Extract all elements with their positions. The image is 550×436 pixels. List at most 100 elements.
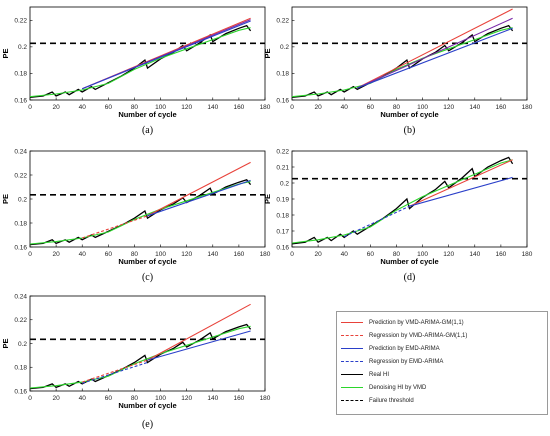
panel-1-y-tick-label: 0.22 xyxy=(14,18,27,25)
panel-4-x-tick-label: 40 xyxy=(341,251,349,258)
panel-2-series-emd_pred xyxy=(357,27,513,89)
panel-1-x-tick-label: 80 xyxy=(131,104,139,111)
panel-5-y-axis-label: PE xyxy=(1,338,10,348)
panel-4-series-emd_pred xyxy=(409,176,513,207)
panel-1-series-denoise xyxy=(29,27,251,98)
panel-1-panel-label: (a) xyxy=(142,125,153,136)
panel-1-x-axis-label: Number of cycle xyxy=(118,110,176,119)
panel-4-x-tick-label: 60 xyxy=(367,251,375,258)
legend-swatch-vmd-regression xyxy=(341,335,363,336)
legend-entry-emd-prediction: Prediction by EMD-ARIMA xyxy=(341,343,440,354)
panel-2-y-tick-label: 0.18 xyxy=(276,71,289,78)
panel-3-y-tick-label: 0.16 xyxy=(14,244,27,251)
panel-5-y-tick-label: 0.22 xyxy=(14,317,27,324)
panel-2-x-tick-label: 40 xyxy=(341,104,349,111)
panel-3-x-tick-label: 20 xyxy=(52,251,60,258)
panel-1-x-tick-label: 180 xyxy=(260,104,271,111)
panel-1-y-axis-label: PE xyxy=(1,48,10,58)
panel-2-panel-label: (b) xyxy=(404,125,416,136)
panel-2-x-tick-label: 180 xyxy=(522,104,533,111)
panel-3-series-vmd_pred xyxy=(147,161,251,217)
panel-5-series-emd_reg xyxy=(82,361,148,384)
panel-4-x-tick-label: 0 xyxy=(290,251,294,258)
panel-2-series-purple xyxy=(357,17,513,89)
legend-swatch-denoising-hi xyxy=(341,387,363,388)
legend-label-denoising-hi: Denoising HI by VMD xyxy=(369,384,427,391)
panel-5-x-tick-label: 60 xyxy=(105,395,113,402)
panel-4-y-tick-label: 0.19 xyxy=(276,196,289,203)
panel-2-x-tick-label: 120 xyxy=(443,104,454,111)
panel-4-x-tick-label: 20 xyxy=(314,251,322,258)
panel-3-series-vmd_reg xyxy=(82,215,148,239)
legend-swatch-real-hi xyxy=(341,374,363,375)
panel-3-y-axis-label: PE xyxy=(1,194,10,204)
panel-2-x-axis-label: Number of cycle xyxy=(380,110,438,119)
panel-5-panel-label: (e) xyxy=(142,419,153,430)
panel-4-series-vmd_pred xyxy=(409,159,513,207)
panel-4-y-tick-label: 0.18 xyxy=(276,212,289,219)
panel-2-y-tick-label: 0.22 xyxy=(276,18,289,25)
panel-1-x-tick-label: 40 xyxy=(79,104,87,111)
panel-5-x-tick-label: 120 xyxy=(181,395,192,402)
panel-2-x-tick-label: 60 xyxy=(367,104,375,111)
panel-3-x-tick-label: 80 xyxy=(131,251,139,258)
panel-3-y-tick-label: 0.24 xyxy=(14,148,27,155)
panel-1-x-tick-label: 160 xyxy=(233,104,244,111)
legend-label-real-hi: Real HI xyxy=(369,371,390,378)
panel-5-series-vmd_pred xyxy=(147,303,251,361)
panel-5-x-tick-label: 20 xyxy=(52,395,60,402)
panel-5-x-tick-label: 180 xyxy=(260,395,271,402)
panel-3-x-axis-label: Number of cycle xyxy=(118,257,176,266)
panel-5-series-emd_pred xyxy=(147,330,251,361)
panel-4-y-tick-label: 0.16 xyxy=(276,244,289,251)
panel-5-x-tick-label: 100 xyxy=(155,395,166,402)
panel-3-x-tick-label: 180 xyxy=(260,251,271,258)
legend-label-emd-regression: Regression by EMD-ARIMA xyxy=(369,358,444,365)
panel-4-x-tick-label: 140 xyxy=(469,251,480,258)
legend-label-emd-prediction: Prediction by EMD-ARIMA xyxy=(369,345,440,352)
legend-swatch-emd-regression xyxy=(341,361,363,362)
panel-3-x-tick-label: 100 xyxy=(155,251,166,258)
panel-4-series-emd_reg xyxy=(343,205,410,238)
legend-entry-denoising-hi: Denoising HI by VMD xyxy=(341,382,426,393)
panel-5-y-tick-label: 0.18 xyxy=(14,365,27,372)
panel-1-x-tick-label: 20 xyxy=(52,104,60,111)
panel-2-x-tick-label: 0 xyxy=(290,104,294,111)
legend-label-vmd-prediction: Prediction by VMD-ARIMA-GM(1,1) xyxy=(369,319,464,326)
panel-2-x-tick-label: 20 xyxy=(314,104,322,111)
legend-entry-failure-threshold: Failure threshold xyxy=(341,395,414,406)
panel-2-y-tick-label: 0.2 xyxy=(280,44,289,51)
panel-4-y-tick-label: 0.21 xyxy=(276,164,289,171)
panel-1-plot-area xyxy=(29,6,266,101)
panel-5-x-tick-label: 140 xyxy=(207,395,218,402)
legend-entry-emd-regression: Regression by EMD-ARIMA xyxy=(341,356,443,367)
panel-5-series-denoise xyxy=(29,325,251,389)
legend-entry-vmd-prediction: Prediction by VMD-ARIMA-GM(1,1) xyxy=(341,317,464,328)
panel-2-x-tick-label: 80 xyxy=(393,104,401,111)
legend-entry-real-hi: Real HI xyxy=(341,369,389,380)
panel-1-x-tick-label: 60 xyxy=(105,104,113,111)
panel-5-x-tick-label: 40 xyxy=(79,395,87,402)
legend-label-vmd-regression: Regression by VMD-ARIMA-GM(1,1) xyxy=(369,332,468,339)
panel-3-plot-area xyxy=(29,150,266,248)
panel-3-x-tick-label: 40 xyxy=(79,251,87,258)
panel-1-x-tick-label: 120 xyxy=(181,104,192,111)
panel-3-y-tick-label: 0.18 xyxy=(14,220,27,227)
legend: Prediction by VMD-ARIMA-GM(1,1) Regressi… xyxy=(336,311,548,415)
panel-3-x-tick-label: 120 xyxy=(181,251,192,258)
panel-4-x-tick-label: 80 xyxy=(393,251,401,258)
panel-4-x-tick-label: 120 xyxy=(443,251,454,258)
panel-2-series-vmd_pred xyxy=(357,8,513,89)
legend-swatch-failure-threshold xyxy=(341,400,363,401)
panel-3-y-tick-label: 0.22 xyxy=(14,172,27,179)
panel-4-x-tick-label: 160 xyxy=(495,251,506,258)
panel-2-x-tick-label: 160 xyxy=(495,104,506,111)
panel-1-series-emd_pred xyxy=(81,20,251,90)
panel-1-y-tick-label: 0.18 xyxy=(14,71,27,78)
panel-5-plot-area xyxy=(29,295,266,392)
panel-3-series-emd_pred xyxy=(147,179,251,217)
panel-3-panel-label: (c) xyxy=(142,272,153,283)
panel-4-x-axis-label: Number of cycle xyxy=(380,257,438,266)
panel-1-y-tick-label: 0.2 xyxy=(18,44,27,51)
legend-entry-vmd-regression: Regression by VMD-ARIMA-GM(1,1) xyxy=(341,330,467,341)
